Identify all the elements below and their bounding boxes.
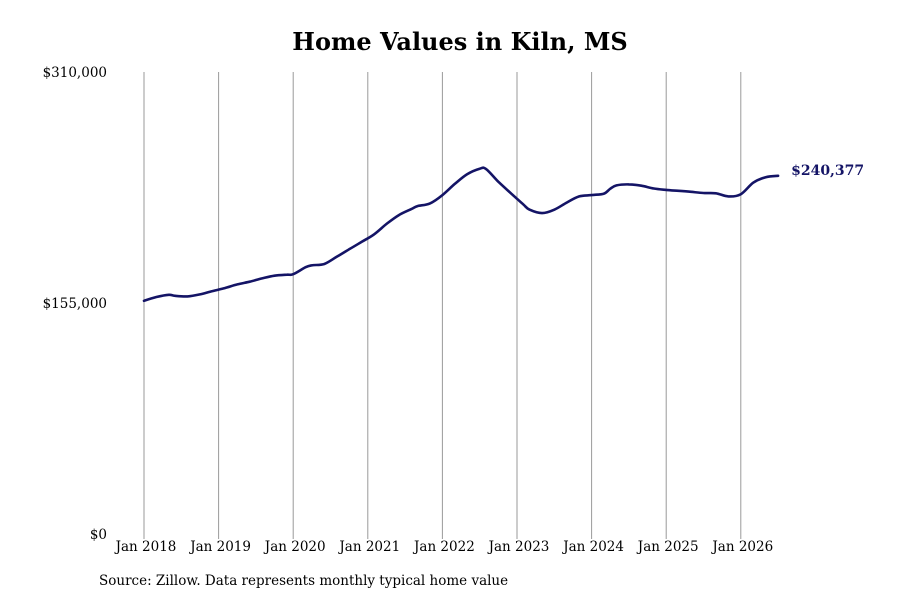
y-tick-label: $0 — [90, 527, 107, 543]
home-value-line — [142, 166, 780, 303]
source-note: Source: Zillow. Data represents monthly … — [99, 573, 509, 589]
y-tick-label: $155,000 — [43, 296, 107, 312]
series-layer — [142, 166, 780, 303]
x-tick-label: Jan 2024 — [561, 539, 624, 555]
x-tick-label: Jan 2019 — [188, 539, 251, 555]
x-tick-label: Jan 2026 — [710, 539, 773, 555]
x-axis-ticks: Jan 2018 Jan 2019 Jan 2020 Jan 2021 Jan 2022… — [114, 539, 774, 555]
chart-title: Home Values in Kiln, MS — [292, 27, 628, 56]
gridlines — [143, 72, 742, 539]
y-tick-label: $310,000 — [43, 65, 107, 81]
x-tick-label: Jan 2020 — [263, 539, 326, 555]
x-tick-label: Jan 2022 — [412, 539, 475, 555]
x-tick-label: Jan 2018 — [114, 539, 177, 555]
x-tick-label: Jan 2021 — [337, 539, 400, 555]
x-tick-label: Jan 2023 — [487, 539, 550, 555]
y-axis-ticks: $0 $155,000 $310,000 — [43, 65, 107, 543]
end-value-label: $240,377 — [791, 163, 864, 179]
x-tick-label: Jan 2025 — [636, 539, 699, 555]
